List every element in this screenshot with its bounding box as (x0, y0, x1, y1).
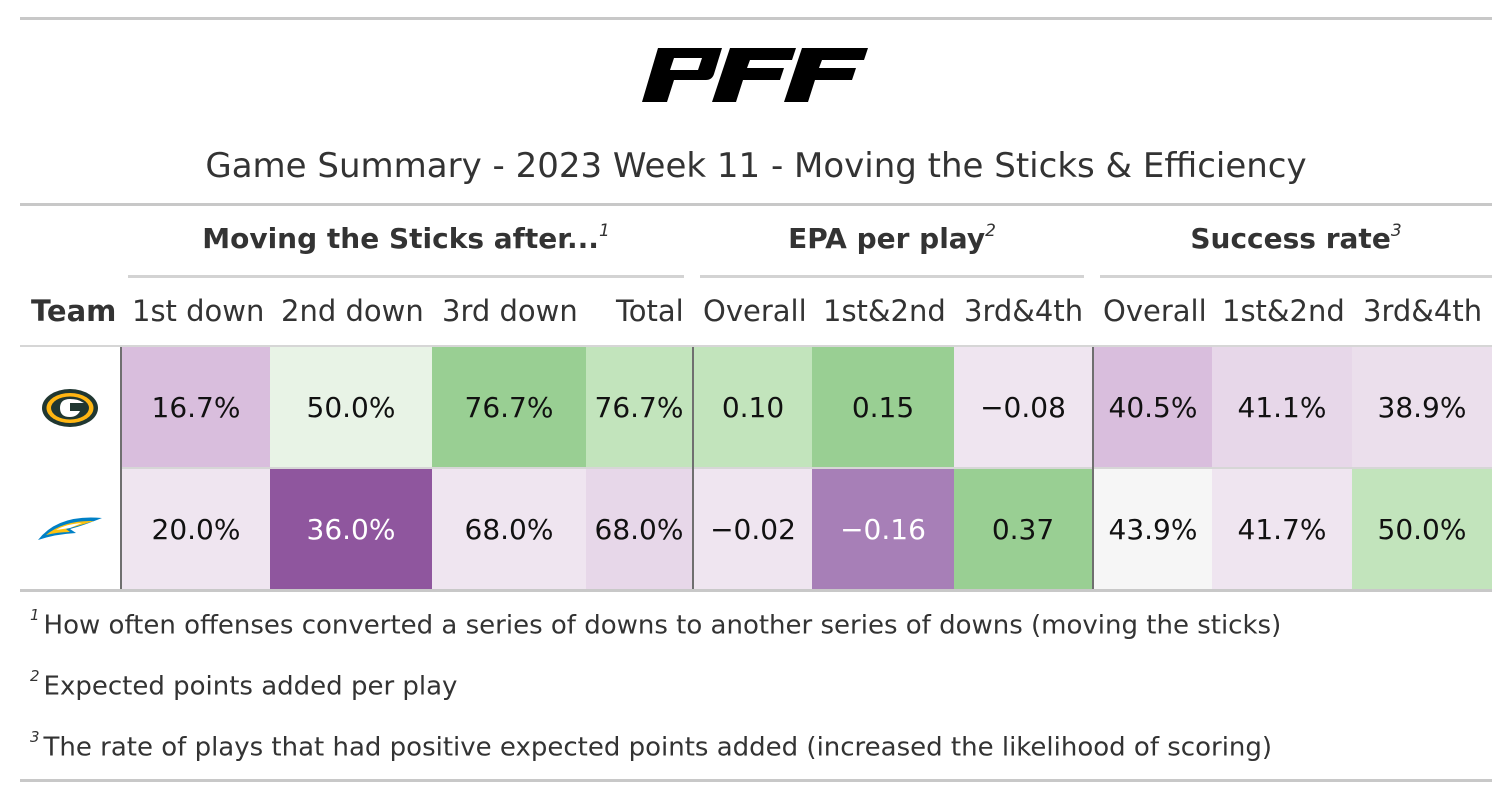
spanner-epa: EPA per play2 (700, 220, 1084, 278)
table-cell: 50.0% (270, 347, 432, 467)
spanner-label: Success rate (1190, 222, 1391, 255)
table-cell: −0.08 (954, 347, 1092, 467)
header-rule (20, 345, 1492, 347)
column-header-team: Team (31, 294, 117, 328)
footnote-1: 1 How often offenses converted a series o… (30, 606, 1282, 641)
table-cell: 16.7% (122, 347, 270, 467)
packers-logo-icon (42, 388, 98, 427)
group-divider (1092, 347, 1094, 590)
column-header: 1st&2nd (1222, 294, 1345, 328)
footnote-text: Expected points added per play (43, 671, 458, 702)
column-header: 1st down (132, 294, 265, 328)
footnote-2: 2 Expected points added per play (30, 667, 458, 702)
table-cell: 76.7% (586, 347, 692, 467)
title-rule (20, 203, 1492, 206)
table-cell: −0.16 (812, 469, 954, 589)
body-rule (20, 589, 1492, 592)
table-cell: 36.0% (270, 469, 432, 589)
table-cell: 0.37 (954, 469, 1092, 589)
column-header: Total (616, 294, 684, 328)
table-cell: 20.0% (122, 469, 270, 589)
column-header: 3rd&4th (964, 294, 1084, 328)
column-header: Overall (703, 294, 807, 328)
table-cell: 41.1% (1212, 347, 1352, 467)
footnote-mark: 1 (598, 220, 610, 241)
row-divider (120, 467, 1492, 469)
column-header: 3rd&4th (1363, 294, 1483, 328)
footnote-mark: 3 (1390, 220, 1402, 241)
column-header: Overall (1103, 294, 1207, 328)
group-divider (120, 347, 122, 590)
table-cell: 0.15 (812, 347, 954, 467)
pff-logo (642, 48, 868, 102)
team-cell-chargers (20, 468, 120, 589)
table-cell: 68.0% (586, 469, 692, 589)
table-cell: 38.9% (1352, 347, 1492, 467)
table-cell: 0.10 (694, 347, 812, 467)
table-cell: 76.7% (432, 347, 586, 467)
footnote-mark: 1 (30, 606, 40, 624)
chargers-logo-icon (38, 516, 102, 540)
footnote-text: The rate of plays that had positive expe… (43, 732, 1273, 763)
footnote-3: 3 The rate of plays that had positive exp… (30, 728, 1273, 763)
table-cell: 68.0% (432, 469, 586, 589)
footnote-text: How often offenses converted a series of… (43, 610, 1282, 641)
table-cell: 43.9% (1094, 469, 1212, 589)
spanner-success-rate: Success rate3 (1100, 220, 1492, 278)
spanner-label: EPA per play (788, 222, 986, 255)
column-header: 1st&2nd (823, 294, 946, 328)
table-cell: −0.02 (694, 469, 812, 589)
column-header: 2nd down (281, 294, 424, 328)
spanner-moving-sticks: Moving the Sticks after...1 (128, 220, 684, 278)
column-header: 3rd down (442, 294, 578, 328)
spanner-label: Moving the Sticks after... (202, 222, 599, 255)
table-title: Game Summary - 2023 Week 11 - Moving the… (205, 146, 1307, 186)
team-cell-packers (20, 347, 120, 468)
footer-rule (20, 779, 1492, 782)
top-rule (20, 17, 1492, 20)
footnote-mark: 3 (30, 728, 40, 746)
table-cell: 41.7% (1212, 469, 1352, 589)
footnote-mark: 2 (985, 220, 996, 241)
table-cell: 40.5% (1094, 347, 1212, 467)
group-divider (692, 347, 694, 590)
table-cell: 50.0% (1352, 469, 1492, 589)
footnote-mark: 2 (30, 667, 40, 685)
